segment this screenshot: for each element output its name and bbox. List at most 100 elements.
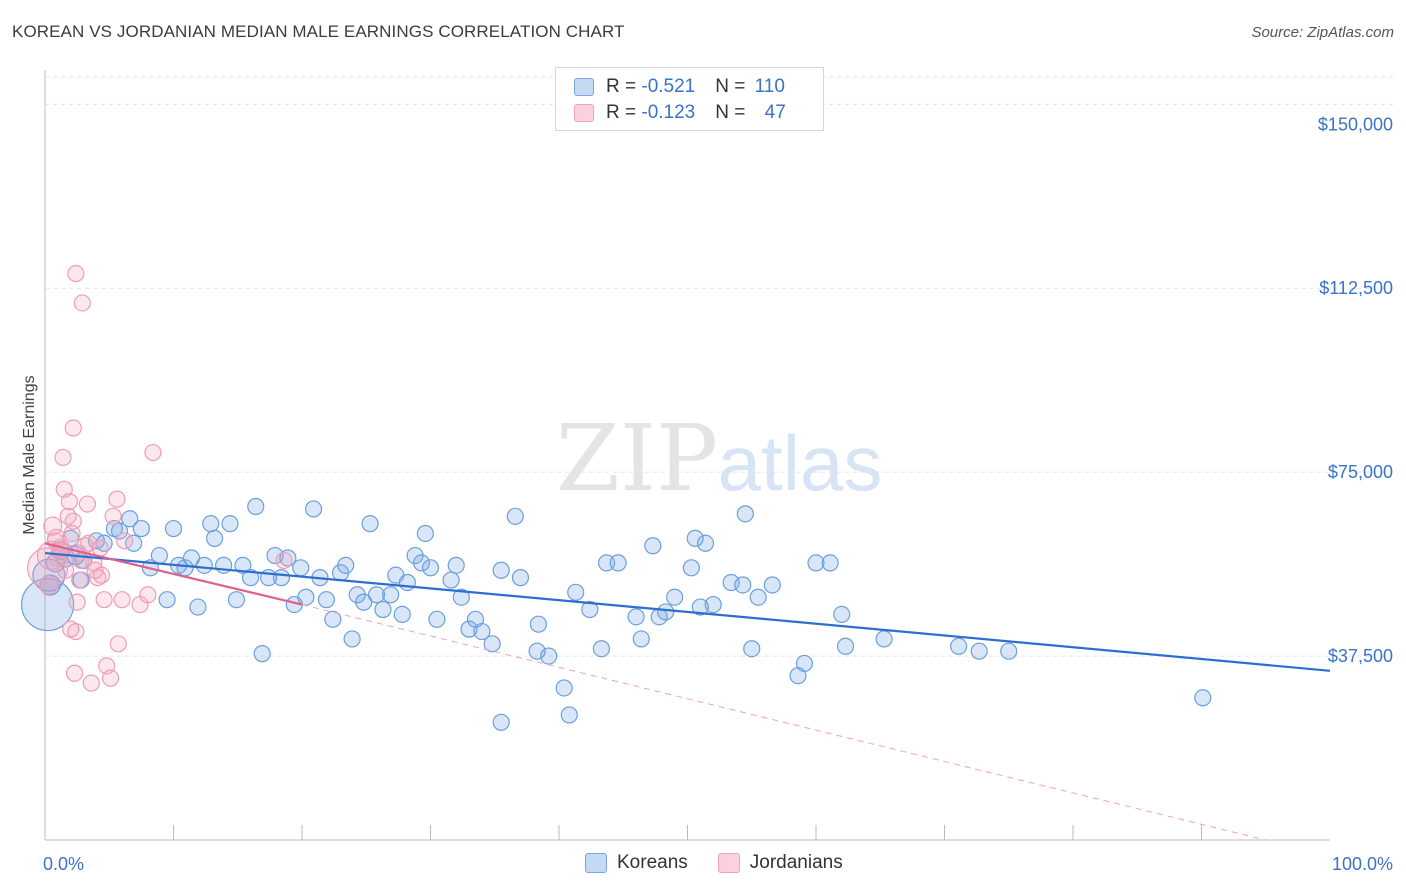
korean-point [324, 610, 342, 628]
korean-point [1000, 642, 1018, 660]
legend-r-label-jordanians: R = [606, 102, 642, 123]
korean-point [666, 588, 684, 606]
korean-point [164, 519, 183, 538]
korean-point [442, 571, 460, 589]
korean-point [234, 556, 252, 574]
korean-point [266, 546, 284, 565]
legend-item-koreans: Koreans [585, 852, 688, 874]
korean-point [581, 600, 599, 619]
jordanian-point [71, 571, 89, 589]
korean-point [304, 500, 323, 518]
legend-r-value-jordanians: -0.123 [641, 102, 696, 123]
jordanian-point [275, 551, 293, 570]
korean-point [691, 598, 709, 616]
watermark-atlas: atlas [718, 419, 883, 507]
korean-point [763, 576, 781, 594]
korean-point [221, 515, 239, 533]
korean-point [1194, 689, 1212, 707]
korean-point [836, 637, 855, 655]
korean-point [506, 507, 524, 525]
jordanian-point [54, 448, 72, 467]
legend-n-label-koreans: N = [715, 76, 751, 97]
korean-point [567, 583, 585, 601]
korean-point [875, 630, 893, 648]
legend-r-value-koreans: -0.521 [641, 76, 696, 97]
jordanian-point [144, 443, 162, 462]
korean-point [821, 554, 839, 572]
korean-point [297, 588, 315, 606]
jordanian-point [82, 674, 100, 692]
legend-item-jordanians: Jordanians [717, 852, 843, 874]
jordanian-point [60, 492, 79, 511]
korean-point [253, 645, 271, 663]
korean-point [202, 515, 220, 533]
korean-point [686, 529, 704, 547]
korean-point [511, 569, 530, 587]
korean-point [272, 569, 291, 587]
jordanian-point [64, 512, 82, 530]
korean-point [247, 497, 265, 516]
jordanian-point [91, 539, 109, 557]
jordanian-point [59, 507, 77, 525]
korean-point [242, 569, 260, 587]
korean-point [560, 706, 578, 724]
jordanians-trend-line [44, 542, 303, 606]
korean-point [20, 577, 75, 632]
korean-point [529, 615, 548, 633]
jordanian-point [116, 532, 134, 550]
korean-point [132, 519, 150, 538]
jordanian-point [64, 419, 82, 437]
koreans-trend-line [44, 551, 1331, 672]
jordanian-point [63, 524, 81, 543]
korean-point [110, 522, 129, 540]
jordanian-point [108, 490, 126, 508]
source-label: Source: ZipAtlas.com [1251, 24, 1394, 41]
korean-point [337, 556, 355, 574]
jordanian-point [67, 622, 85, 641]
korean-point [704, 595, 722, 614]
x-tick-label: 100.0% [1332, 854, 1393, 874]
legend-r-label-koreans: R = [606, 76, 642, 97]
korean-point [206, 529, 224, 547]
chart-title: KOREAN VS JORDANIAN MEDIAN MALE EARNINGS… [12, 22, 625, 41]
korean-point [421, 559, 440, 577]
korean-point [227, 591, 246, 609]
korean-point [749, 588, 767, 606]
korean-point [393, 605, 411, 623]
jordanian-point [109, 635, 127, 653]
korean-point [483, 635, 501, 653]
jordanian-point [68, 593, 86, 611]
korean-point [460, 620, 478, 638]
korean-point [158, 591, 176, 609]
jordanian-point [67, 264, 85, 283]
jordanian-point [104, 507, 122, 525]
korean-point [592, 640, 611, 658]
legend-n-label-jordanians: N = [715, 102, 751, 123]
korean-point [374, 600, 392, 619]
korean-point [492, 561, 510, 579]
korean-point [447, 556, 465, 574]
korean-point [382, 586, 400, 604]
korean-point [428, 610, 446, 628]
korean-point [361, 515, 379, 533]
korean-point [950, 637, 968, 655]
korean-point [807, 554, 825, 572]
y-tick-label: $112,500 [1319, 278, 1393, 298]
jordanian-point [95, 591, 113, 609]
y-tick-label: $150,000 [1318, 114, 1393, 134]
korean-point [355, 593, 373, 611]
korean-point [492, 713, 510, 731]
legend-n-value-koreans: 110 [754, 76, 785, 97]
correlation-legend: R = -0.521 N = 110 R = -0.123 N = 47 [555, 67, 824, 131]
legend-row-jordanians: R = -0.123 N = 47 [574, 101, 786, 125]
korean-point [657, 603, 675, 621]
korean-point [121, 510, 139, 528]
korean-point [833, 605, 851, 623]
korean-point [189, 598, 207, 616]
korean-point [367, 586, 386, 604]
jordanians-legend-swatch [717, 853, 740, 873]
korean-point [452, 588, 470, 606]
jordanian-point [92, 566, 111, 584]
series-legend: Koreans Jordanians [585, 852, 873, 874]
korean-point [682, 559, 700, 577]
